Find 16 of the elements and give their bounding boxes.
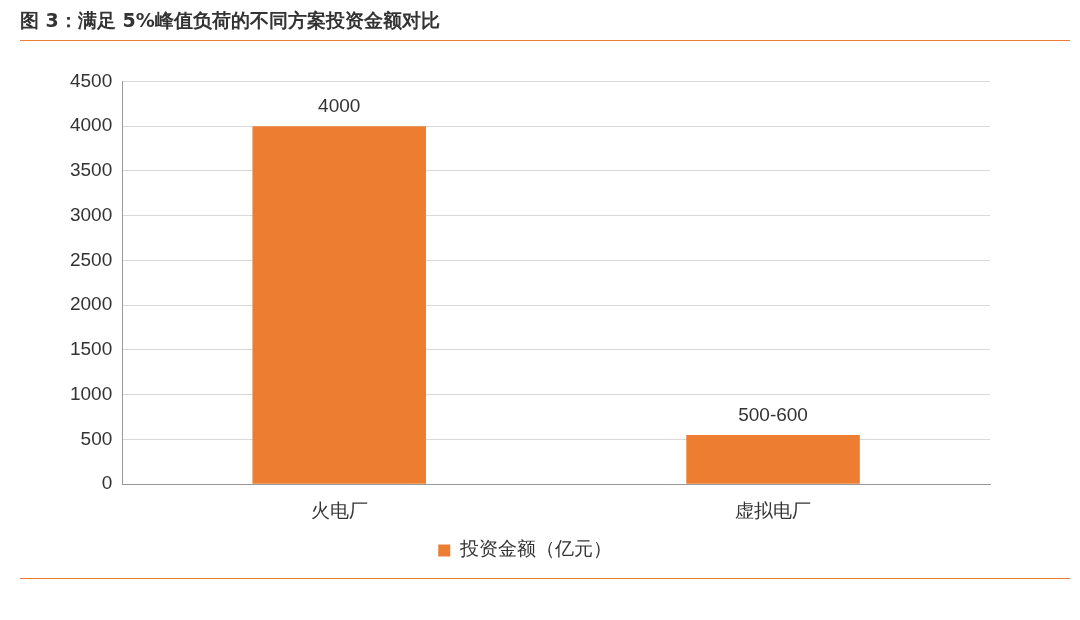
y-tick-label: 2000 [69, 293, 113, 315]
chart-title: 图 3：满足 5%峰值负荷的不同方案投资金额对比 [20, 8, 440, 33]
y-tick-label: 4000 [69, 114, 113, 136]
data-label: 500-600 [738, 403, 808, 425]
x-tick-label: 火电厂 [310, 498, 368, 521]
y-tick-label: 1000 [69, 382, 113, 404]
y-tick-label: 1500 [69, 338, 113, 360]
y-tick-label: 4500 [69, 69, 113, 91]
y-tick-label: 500 [80, 427, 113, 449]
y-tick-label: 0 [101, 472, 113, 494]
y-tick-label: 3500 [69, 159, 113, 181]
y-tick-label: 3000 [69, 203, 113, 225]
legend-label: 投资金额（亿元） [458, 537, 612, 560]
x-tick-label: 虚拟电厂 [735, 498, 812, 521]
y-tick-label: 2500 [69, 248, 113, 270]
data-label: 4000 [318, 94, 361, 116]
